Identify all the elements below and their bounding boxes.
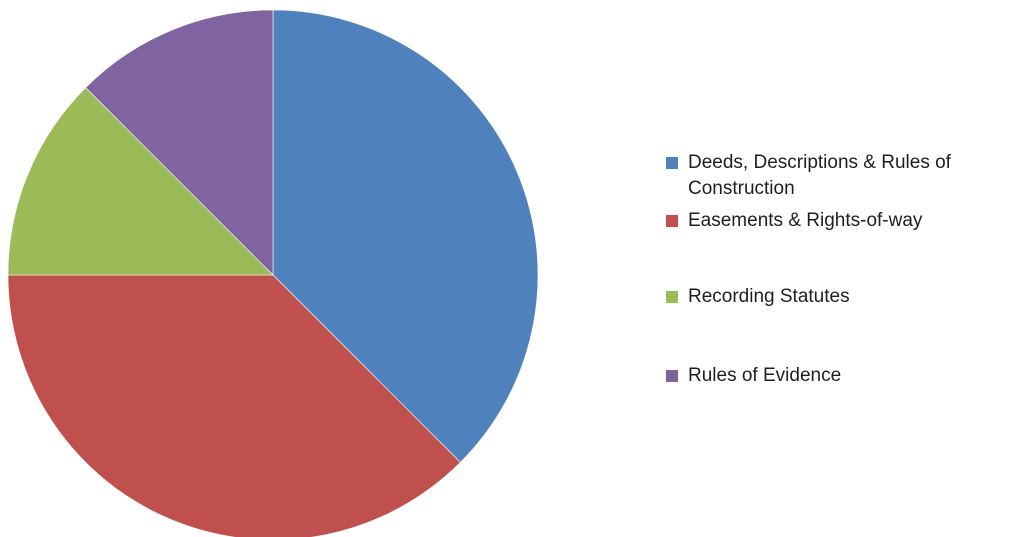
legend-item-deeds: Deeds, Descriptions & Rules of Construct… [666, 150, 1016, 202]
chart-legend: Deeds, Descriptions & Rules of Construct… [666, 150, 1016, 389]
legend-label-easements: Easements & Rights-of-way [688, 210, 923, 231]
legend-label-deeds: Deeds, Descriptions & Rules of Construct… [688, 152, 951, 199]
pie-slice-deeds [272, 9, 539, 463]
legend-label-recording: Recording Statutes [688, 286, 850, 307]
pie-slice-evidence [85, 9, 274, 276]
legend-swatch-deeds [666, 157, 678, 169]
legend-item-easements: Easements & Rights-of-way [666, 208, 1016, 234]
legend-swatch-evidence [666, 370, 678, 382]
pie-slice-recording [7, 87, 274, 276]
pie-plot-area [7, 9, 539, 537]
legend-swatch-recording [666, 291, 678, 303]
pie-slice-easements [7, 274, 461, 537]
legend-item-recording: Recording Statutes [666, 284, 1016, 310]
legend-swatch-easements [666, 215, 678, 227]
legend-item-evidence: Rules of Evidence [666, 363, 1016, 389]
legend-label-evidence: Rules of Evidence [688, 365, 842, 386]
